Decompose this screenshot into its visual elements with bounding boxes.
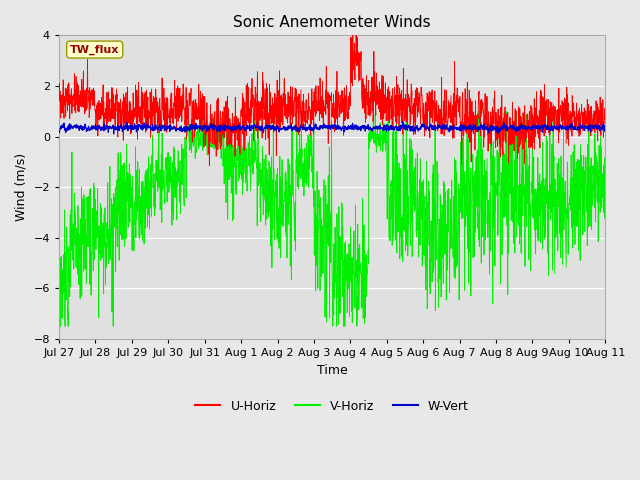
Title: Sonic Anemometer Winds: Sonic Anemometer Winds [234,15,431,30]
Text: TW_flux: TW_flux [70,45,120,55]
Legend: U-Horiz, V-Horiz, W-Vert: U-Horiz, V-Horiz, W-Vert [191,395,474,418]
Y-axis label: Wind (m/s): Wind (m/s) [15,153,28,221]
X-axis label: Time: Time [317,363,348,376]
